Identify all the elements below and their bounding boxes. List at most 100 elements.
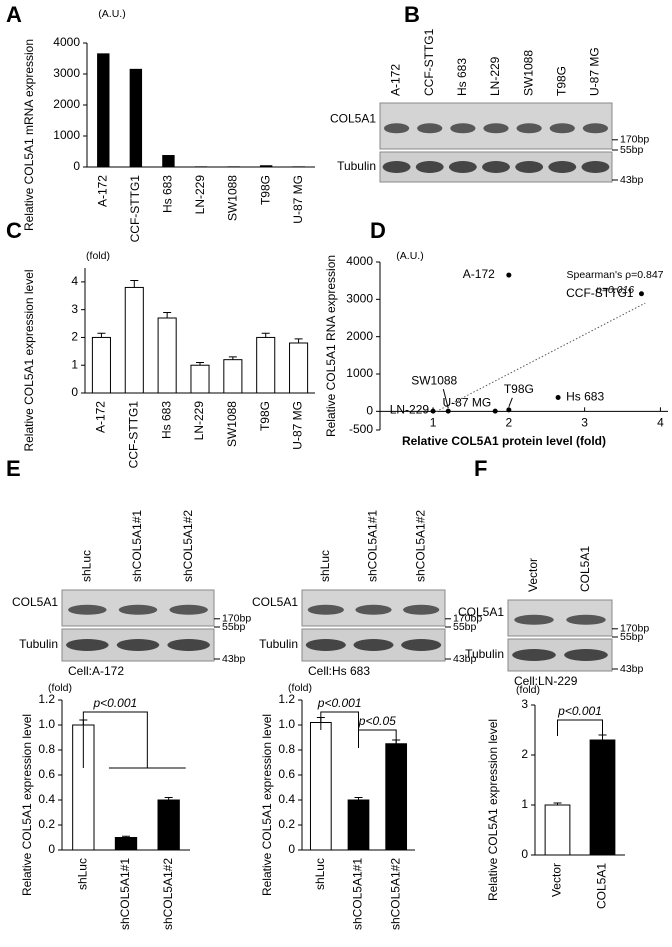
y-tick-label: 0.8 xyxy=(38,742,55,756)
x-tick-label: 1 xyxy=(430,416,437,430)
error-bar xyxy=(196,361,204,366)
x-tick-label: U-87 MG xyxy=(291,175,305,224)
lane-label: shCOL5A1#2 xyxy=(181,510,195,582)
x-tick-label: 4 xyxy=(657,416,664,430)
blot-band xyxy=(401,639,442,651)
panel-letter: A xyxy=(6,2,22,27)
y-tick-label: 0 xyxy=(71,385,78,399)
row-label: Tubulin xyxy=(465,647,504,661)
x-tick-label: T98G xyxy=(258,401,272,431)
error-bar xyxy=(122,835,130,838)
y-tick-label: 0 xyxy=(366,404,373,418)
x-tick-label: A-172 xyxy=(94,401,108,433)
y-tick-label: 4000 xyxy=(53,35,80,49)
panel-letter: D xyxy=(370,218,386,243)
y-axis-label: Relative COL5A1 mRNA expression xyxy=(22,39,36,231)
y-axis-label: Relative COL5A1 expression level xyxy=(20,714,34,896)
lane-label: shCOL5A1#1 xyxy=(366,510,380,582)
row-label: COL5A1 xyxy=(252,595,298,609)
lane-label: CCF-STTG1 xyxy=(422,28,436,96)
point-label: Hs 683 xyxy=(566,390,604,404)
size-marker: 55bp xyxy=(620,144,644,156)
y-tick-label: 0 xyxy=(48,842,55,856)
blot-band xyxy=(68,604,107,615)
error-bar xyxy=(261,332,270,338)
bar xyxy=(589,739,616,856)
y-tick-label: 0.2 xyxy=(38,817,55,831)
x-tick-label: SW1088 xyxy=(226,175,240,221)
lane-label: shCOL5A1#2 xyxy=(413,510,427,582)
y-tick-label: 1.2 xyxy=(38,692,55,706)
size-marker: 170bp xyxy=(222,613,251,625)
y-tick-label: 0.6 xyxy=(278,767,295,781)
x-axis-label: Relative COL5A1 protein level (fold) xyxy=(402,434,606,448)
significance-bracket xyxy=(82,711,148,768)
x-tick-label: LN-229 xyxy=(193,175,207,215)
blot-band xyxy=(169,604,208,615)
error-bar xyxy=(294,338,303,343)
point-label: T98G xyxy=(504,382,534,396)
leader-line xyxy=(442,389,449,409)
blot-band xyxy=(307,604,344,615)
significance-bracket xyxy=(557,719,603,736)
x-tick-label: U-87 MG xyxy=(291,401,305,450)
unit-label: (A.U.) xyxy=(98,8,125,20)
significance-bracket xyxy=(320,711,359,730)
cell-label: Cell:LN-229 xyxy=(514,674,578,688)
y-tick-label: -500 xyxy=(349,422,373,436)
bar xyxy=(544,804,571,856)
row-label: Tubulin xyxy=(337,159,376,173)
bar xyxy=(157,317,177,394)
data-point xyxy=(555,395,561,401)
point-label: U-87 MG xyxy=(443,395,492,409)
annotation: Spearman's ρ=0.847 xyxy=(567,269,664,281)
x-tick-label: COL5A1 xyxy=(595,863,609,909)
y-tick-label: 2 xyxy=(521,747,528,761)
lane-label: COL5A1 xyxy=(578,546,592,592)
bar xyxy=(385,743,408,851)
blot-band xyxy=(417,123,443,134)
size-marker: 43bp xyxy=(620,174,644,186)
bar xyxy=(157,799,180,851)
size-marker: 43bp xyxy=(222,653,246,665)
y-tick-label: 3000 xyxy=(346,292,373,306)
lane-label: SW1088 xyxy=(521,50,535,96)
x-tick-label: A-172 xyxy=(95,175,109,207)
x-tick-label: Hs 683 xyxy=(161,175,175,213)
bar xyxy=(124,286,144,394)
data-point xyxy=(638,291,644,297)
p-value: p<0.001 xyxy=(92,696,137,710)
blot-band xyxy=(566,614,606,625)
blot-band xyxy=(382,161,411,173)
y-tick-label: 1.2 xyxy=(278,692,295,706)
point-label: SW1088 xyxy=(411,373,457,387)
data-point xyxy=(492,408,498,414)
y-tick-label: 3 xyxy=(71,302,78,316)
row-label: Tubulin xyxy=(19,637,58,651)
data-point xyxy=(445,408,451,414)
y-tick-label: 0.4 xyxy=(278,792,295,806)
blot-band xyxy=(516,123,542,134)
y-tick-label: 0 xyxy=(288,842,295,856)
size-marker: 170bp xyxy=(453,613,482,625)
cell-label: Cell:Hs 683 xyxy=(308,664,370,678)
blot-band xyxy=(383,123,410,134)
x-tick-label: shCOL5A1#2 xyxy=(161,858,175,930)
lane-label: T98G xyxy=(554,66,568,96)
y-tick-label: 0.8 xyxy=(278,742,295,756)
panel-letter: E xyxy=(6,456,21,481)
size-marker: 170bp xyxy=(620,623,649,635)
unit-label: (fold) xyxy=(86,250,110,262)
x-tick-label: shCOL5A1#1 xyxy=(351,858,365,930)
x-tick-label: 2 xyxy=(505,416,512,430)
error-bar xyxy=(164,797,173,800)
trend-line xyxy=(432,302,646,414)
bar xyxy=(129,68,143,168)
blot-band xyxy=(415,161,444,173)
y-tick-label: 1000 xyxy=(53,128,80,142)
y-axis-label: Relative COL5A1 expression level xyxy=(260,714,274,896)
x-tick-label: Hs 683 xyxy=(159,401,173,439)
bar xyxy=(256,336,276,394)
blot-band xyxy=(66,639,109,651)
